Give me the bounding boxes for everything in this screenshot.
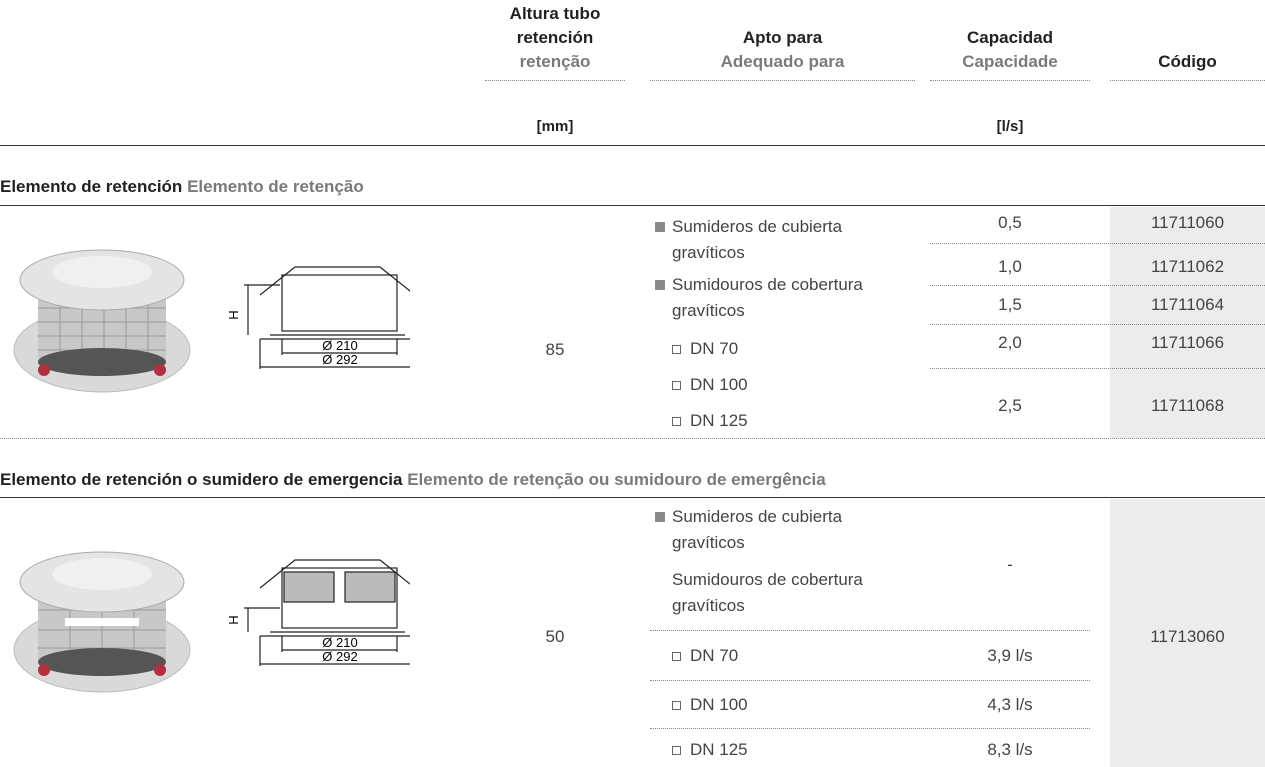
bullet [655, 222, 665, 232]
rule [930, 243, 1265, 244]
suitable-es: Sumideros de cubierta gravíticos [672, 507, 843, 552]
code-bg [1110, 207, 1265, 438]
code: 11711062 [1150, 257, 1225, 276]
section-title: Elemento de retención o sumidero de emer… [0, 468, 826, 492]
capacity: 4,3 l/s [987, 695, 1033, 714]
rule [1110, 80, 1265, 81]
rule [650, 630, 1090, 631]
section-title: Elemento de retención Elemento de retenç… [0, 175, 364, 199]
rule [930, 324, 1265, 325]
rule [930, 80, 1090, 81]
unit: [mm] [536, 118, 574, 135]
size: DN 100 [690, 375, 748, 394]
capacity: - [1007, 555, 1013, 574]
height-value: 85 [545, 340, 565, 359]
product-photo [13, 249, 191, 393]
header-code: Código [1158, 52, 1217, 71]
rule [0, 438, 1265, 439]
bullet [655, 512, 665, 522]
code: 11711068 [1150, 396, 1225, 415]
size: DN 125 [690, 740, 748, 759]
size: DN 70 [690, 646, 739, 665]
rule [0, 497, 1265, 498]
rule [930, 368, 1265, 369]
rule [0, 205, 1265, 206]
code: 11711060 [1150, 213, 1225, 232]
suitable-pt: Sumidouros de cobertura gravíticos [672, 275, 863, 320]
bullet [672, 417, 681, 426]
unit: [l/s] [996, 118, 1024, 135]
header-height: Altura tubo retención [509, 4, 601, 47]
capacity: 2,5 [998, 396, 1022, 415]
bullet [672, 381, 681, 390]
capacity: 8,3 l/s [987, 740, 1033, 759]
rule [0, 145, 1265, 146]
bullet [672, 345, 681, 354]
code: 11713060 [1150, 627, 1225, 646]
capacity: 3,9 l/s [987, 646, 1033, 665]
dim-label: Ø 210 [322, 338, 357, 353]
size: DN 125 [690, 411, 748, 430]
size: DN 100 [690, 695, 748, 714]
capacity: 1,0 [998, 257, 1022, 276]
product-photo [13, 551, 191, 693]
header-capacity: Capacidad [967, 28, 1053, 47]
technical-drawing: H Ø 210 Ø 292 [226, 266, 410, 369]
suitable-pt: Sumidouros de cobertura gravíticos [672, 570, 863, 615]
code: 11711064 [1150, 295, 1225, 314]
suitable-es: Sumideros de cubierta gravíticos [672, 217, 843, 262]
bullet [655, 280, 665, 290]
capacity: 1,5 [998, 295, 1022, 314]
header-suitable: Apto para [742, 28, 823, 47]
rule [650, 728, 1090, 729]
bullet [672, 652, 681, 661]
dim-label: H [226, 310, 241, 319]
dim-label: Ø 210 [322, 635, 357, 650]
rule [930, 285, 1265, 286]
bullet [672, 746, 681, 755]
dim-label: H [226, 615, 241, 624]
capacity: 2,0 [998, 333, 1022, 352]
title-pt: Elemento de retenção [187, 177, 364, 196]
title-es: Elemento de retención [0, 177, 183, 196]
title-es: Elemento de retención o sumidero de emer… [0, 470, 403, 489]
rule [650, 680, 1090, 681]
technical-drawing: H Ø 210 Ø 292 [226, 559, 410, 666]
rule [485, 80, 625, 81]
size: DN 70 [690, 339, 739, 358]
rule [650, 80, 915, 81]
code-bg [1110, 499, 1265, 767]
capacity: 0,5 [998, 213, 1022, 232]
header-suitable-pt: Adequado para [720, 52, 845, 71]
title-pt: Elemento de retenção ou sumidouro de eme… [407, 470, 826, 489]
header-capacity-pt: Capacidade [962, 52, 1058, 71]
dim-label: Ø 292 [322, 649, 357, 664]
height-value: 50 [545, 627, 565, 646]
header-height-pt: retenção [519, 52, 591, 71]
bullet [672, 701, 681, 710]
code: 11711066 [1150, 333, 1225, 352]
dim-label: Ø 292 [322, 352, 357, 367]
